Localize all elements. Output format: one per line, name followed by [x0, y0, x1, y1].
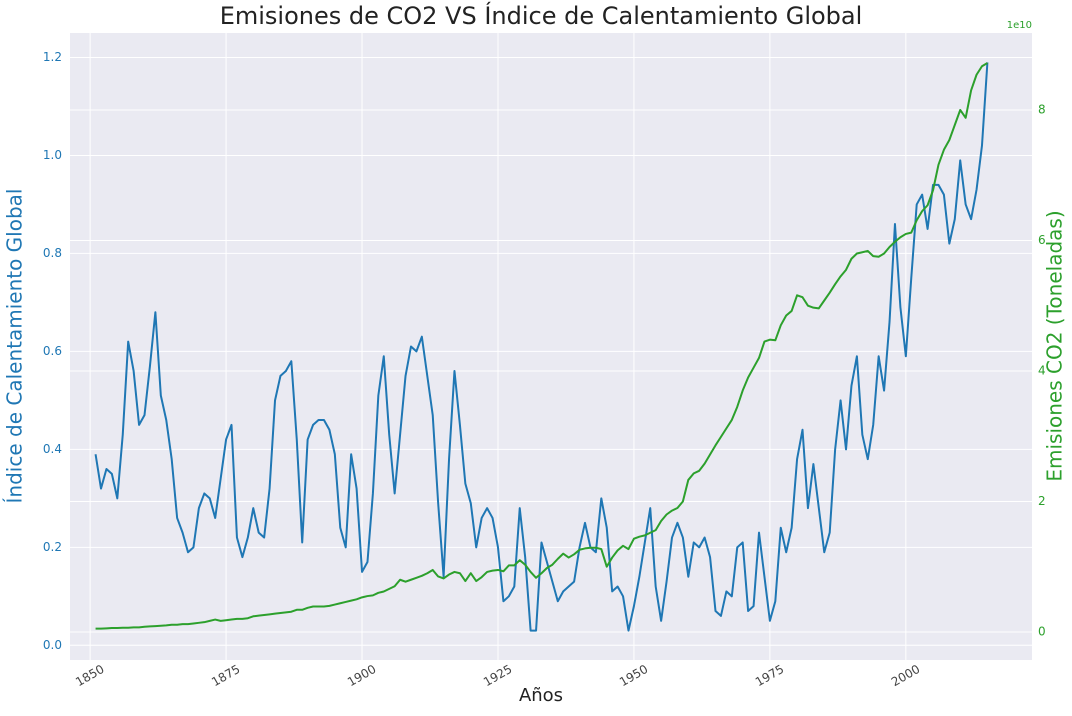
y2-tick-label: 8 [1038, 102, 1046, 116]
y2-tick-label: 4 [1038, 363, 1046, 377]
y-tick-label: 0.8 [43, 246, 62, 260]
y-tick-label: 0.2 [43, 540, 62, 554]
y2-tick-label: 6 [1038, 233, 1046, 247]
y2-axis-label: Emisiones CO2 (Toneladas) [1043, 210, 1067, 481]
x-tick-label: 1975 [753, 662, 786, 689]
chart-title: Emisiones de CO2 VS Índice de Calentamie… [220, 1, 863, 30]
x-tick-label: 1875 [209, 662, 242, 689]
y2-tick-label: 0 [1038, 624, 1046, 638]
x-tick-label: 1850 [73, 662, 106, 689]
plot-area [70, 33, 1032, 660]
y-tick-label: 1.0 [43, 148, 62, 162]
lines [94, 62, 989, 632]
y-tick-label: 0.4 [43, 442, 62, 456]
y-tick-label: 0.0 [43, 638, 62, 652]
series-line [94, 62, 989, 632]
x-axis-label: Años [519, 685, 563, 706]
x-tick-label: 1925 [481, 662, 514, 689]
y-tick-label: 0.6 [43, 344, 62, 358]
grid [70, 33, 1032, 660]
x-tick-label: 2000 [889, 662, 922, 689]
x-tick-label: 1950 [617, 662, 650, 689]
y-axis-label: Índice de Calentamiento Global [3, 189, 27, 504]
y2-tick-label: 2 [1038, 494, 1046, 508]
y2-offset-label: 1e10 [1007, 20, 1032, 31]
series-line [95, 62, 988, 630]
x-tick-label: 1900 [345, 662, 378, 689]
y-tick-label: 1.2 [43, 50, 62, 64]
